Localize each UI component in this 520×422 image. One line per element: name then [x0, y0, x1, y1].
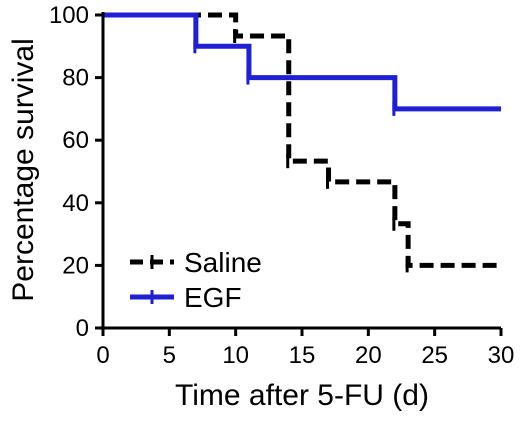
x-tick-label: 0: [96, 342, 109, 369]
legend-label-egf: EGF: [184, 282, 242, 313]
y-tick-label: 20: [62, 252, 89, 279]
x-tick-label: 15: [289, 342, 316, 369]
x-tick-label: 25: [421, 342, 448, 369]
y-tick-label: 80: [62, 65, 89, 92]
x-tick-label: 20: [355, 342, 382, 369]
series-line-egf: [103, 12, 501, 112]
y-tick-label: 40: [62, 190, 89, 217]
legend-label-saline: Saline: [184, 247, 262, 278]
x-tick-label: 10: [222, 342, 249, 369]
y-tick-label: 100: [49, 2, 89, 29]
axes: [101, 12, 501, 330]
y-tick-label: 60: [62, 127, 89, 154]
ticks: 0 5 10 15 20 25 30 0 20 40 60 80 100: [49, 2, 514, 369]
plot-area: [103, 12, 501, 273]
y-tick-label: 0: [76, 315, 89, 342]
x-axis-title: Time after 5-FU (d): [175, 379, 429, 412]
y-axis-title: Percentage survival: [7, 38, 40, 301]
series-line-saline: [103, 12, 501, 268]
legend: Saline EGF: [130, 247, 262, 313]
x-tick-label: 5: [163, 342, 176, 369]
x-tick-label: 30: [488, 342, 515, 369]
